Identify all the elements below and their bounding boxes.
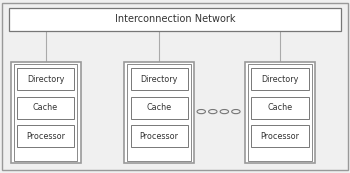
Bar	[14, 64, 77, 161]
Bar	[9, 8, 341, 31]
Bar	[248, 64, 312, 161]
Text: Directory: Directory	[261, 75, 299, 84]
Text: Interconnection Network: Interconnection Network	[115, 15, 235, 24]
Bar	[127, 64, 191, 161]
Text: Cache: Cache	[267, 103, 293, 112]
Bar	[131, 125, 188, 147]
Text: Directory: Directory	[27, 75, 64, 84]
Bar	[17, 68, 74, 90]
Bar	[17, 125, 74, 147]
Bar	[17, 97, 74, 119]
Bar	[251, 68, 309, 90]
Text: Directory: Directory	[141, 75, 178, 84]
Text: Processor: Processor	[140, 132, 179, 141]
Text: Processor: Processor	[26, 132, 65, 141]
Text: Cache: Cache	[147, 103, 172, 112]
Text: Cache: Cache	[33, 103, 58, 112]
Bar	[131, 97, 188, 119]
Bar	[245, 62, 315, 163]
Bar	[10, 62, 80, 163]
Bar	[131, 68, 188, 90]
Bar	[124, 62, 194, 163]
Bar	[251, 97, 309, 119]
Text: Processor: Processor	[260, 132, 300, 141]
Bar	[251, 125, 309, 147]
